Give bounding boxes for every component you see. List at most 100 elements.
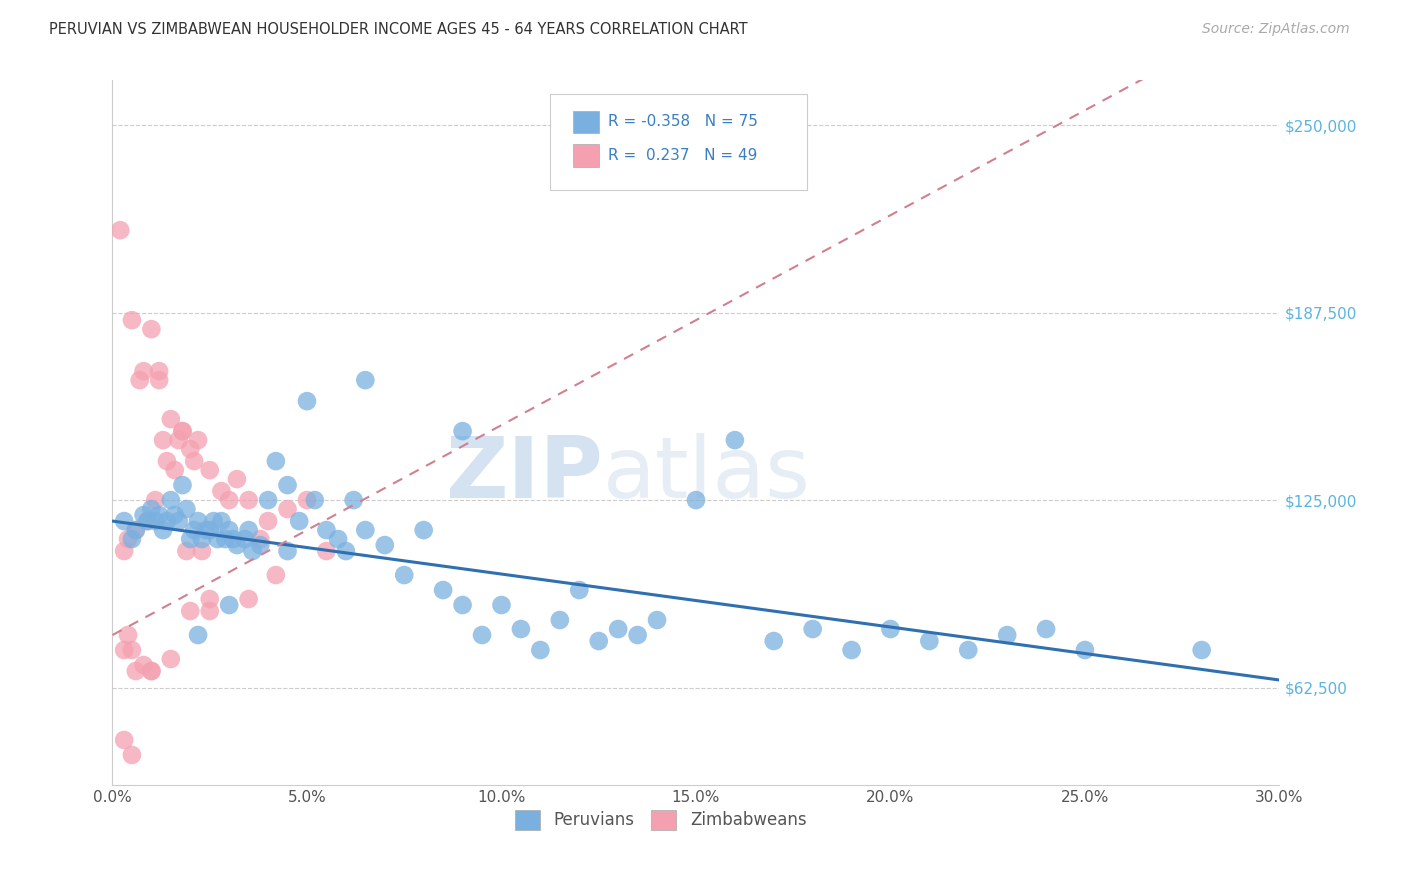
Point [214, 532, 236, 546]
Text: atlas: atlas [603, 434, 811, 516]
Point [295, 493, 318, 508]
Point [160, 412, 183, 426]
Point [141, 502, 163, 516]
Point [222, 532, 245, 546]
Point [304, 493, 326, 508]
Point [136, 514, 159, 528]
Point [218, 523, 240, 537]
Point [191, 532, 214, 546]
Point [957, 643, 980, 657]
Point [207, 532, 229, 546]
Point [264, 454, 287, 468]
Point [179, 442, 201, 456]
Point [209, 514, 232, 528]
Point [918, 634, 941, 648]
Point [724, 433, 747, 447]
Point [117, 532, 139, 546]
Point [132, 658, 155, 673]
Point [156, 514, 179, 528]
Point [209, 484, 232, 499]
Point [238, 523, 260, 537]
Point [167, 514, 190, 528]
Point [163, 508, 186, 522]
Point [685, 493, 707, 508]
Point [112, 514, 135, 528]
Point [141, 322, 163, 336]
Point [179, 604, 201, 618]
Point [995, 628, 1018, 642]
Point [568, 582, 591, 597]
Point [343, 493, 366, 508]
Point [1074, 643, 1097, 657]
Point [202, 514, 225, 528]
Text: R = -0.358   N = 75: R = -0.358 N = 75 [609, 114, 758, 129]
Point [315, 523, 337, 537]
Point [198, 463, 221, 477]
Point [226, 538, 249, 552]
Point [335, 544, 357, 558]
Point [529, 643, 551, 657]
Point [412, 523, 434, 537]
Point [218, 493, 240, 508]
Text: Source: ZipAtlas.com: Source: ZipAtlas.com [1202, 22, 1350, 37]
Point [264, 568, 287, 582]
Point [233, 532, 256, 546]
Point [288, 514, 311, 528]
Point [167, 433, 190, 447]
Point [143, 514, 166, 528]
Point [117, 628, 139, 642]
Point [879, 622, 901, 636]
Point [179, 532, 201, 546]
Point [762, 634, 785, 648]
Point [148, 364, 170, 378]
Point [432, 582, 454, 597]
Point [132, 364, 155, 378]
Point [238, 592, 260, 607]
Point [548, 613, 571, 627]
Point [112, 733, 135, 747]
Point [187, 433, 209, 447]
Point [276, 502, 298, 516]
Point [125, 523, 148, 537]
Point [191, 544, 214, 558]
Point [801, 622, 824, 636]
Point [128, 373, 150, 387]
Point [148, 508, 170, 522]
Legend: Peruvians, Zimbabweans: Peruvians, Zimbabweans [506, 800, 817, 840]
Point [183, 523, 205, 537]
Point [242, 544, 264, 558]
Point [588, 634, 610, 648]
Point [198, 604, 221, 618]
Point [132, 508, 155, 522]
FancyBboxPatch shape [574, 111, 599, 133]
Point [257, 493, 280, 508]
Text: ZIP: ZIP [444, 434, 603, 516]
Point [491, 598, 513, 612]
Point [121, 747, 143, 762]
Point [1035, 622, 1057, 636]
Point [471, 628, 494, 642]
Point [172, 478, 194, 492]
Point [121, 532, 143, 546]
Point [152, 433, 174, 447]
Point [112, 544, 135, 558]
Point [354, 373, 377, 387]
Point [110, 223, 132, 237]
Text: R =  0.237   N = 49: R = 0.237 N = 49 [609, 148, 758, 163]
Point [163, 463, 186, 477]
Point [176, 544, 198, 558]
Point [125, 523, 148, 537]
Point [187, 628, 209, 642]
Point [160, 652, 183, 666]
Point [1191, 643, 1213, 657]
Point [198, 592, 221, 607]
Point [607, 622, 630, 636]
Point [112, 643, 135, 657]
Point [451, 424, 474, 438]
FancyBboxPatch shape [550, 95, 807, 189]
Point [194, 523, 217, 537]
Point [141, 664, 163, 678]
Point [156, 454, 179, 468]
Point [841, 643, 863, 657]
Point [326, 532, 349, 546]
